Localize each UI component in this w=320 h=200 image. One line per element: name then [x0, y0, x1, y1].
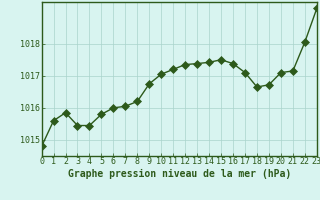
X-axis label: Graphe pression niveau de la mer (hPa): Graphe pression niveau de la mer (hPa)	[68, 169, 291, 179]
